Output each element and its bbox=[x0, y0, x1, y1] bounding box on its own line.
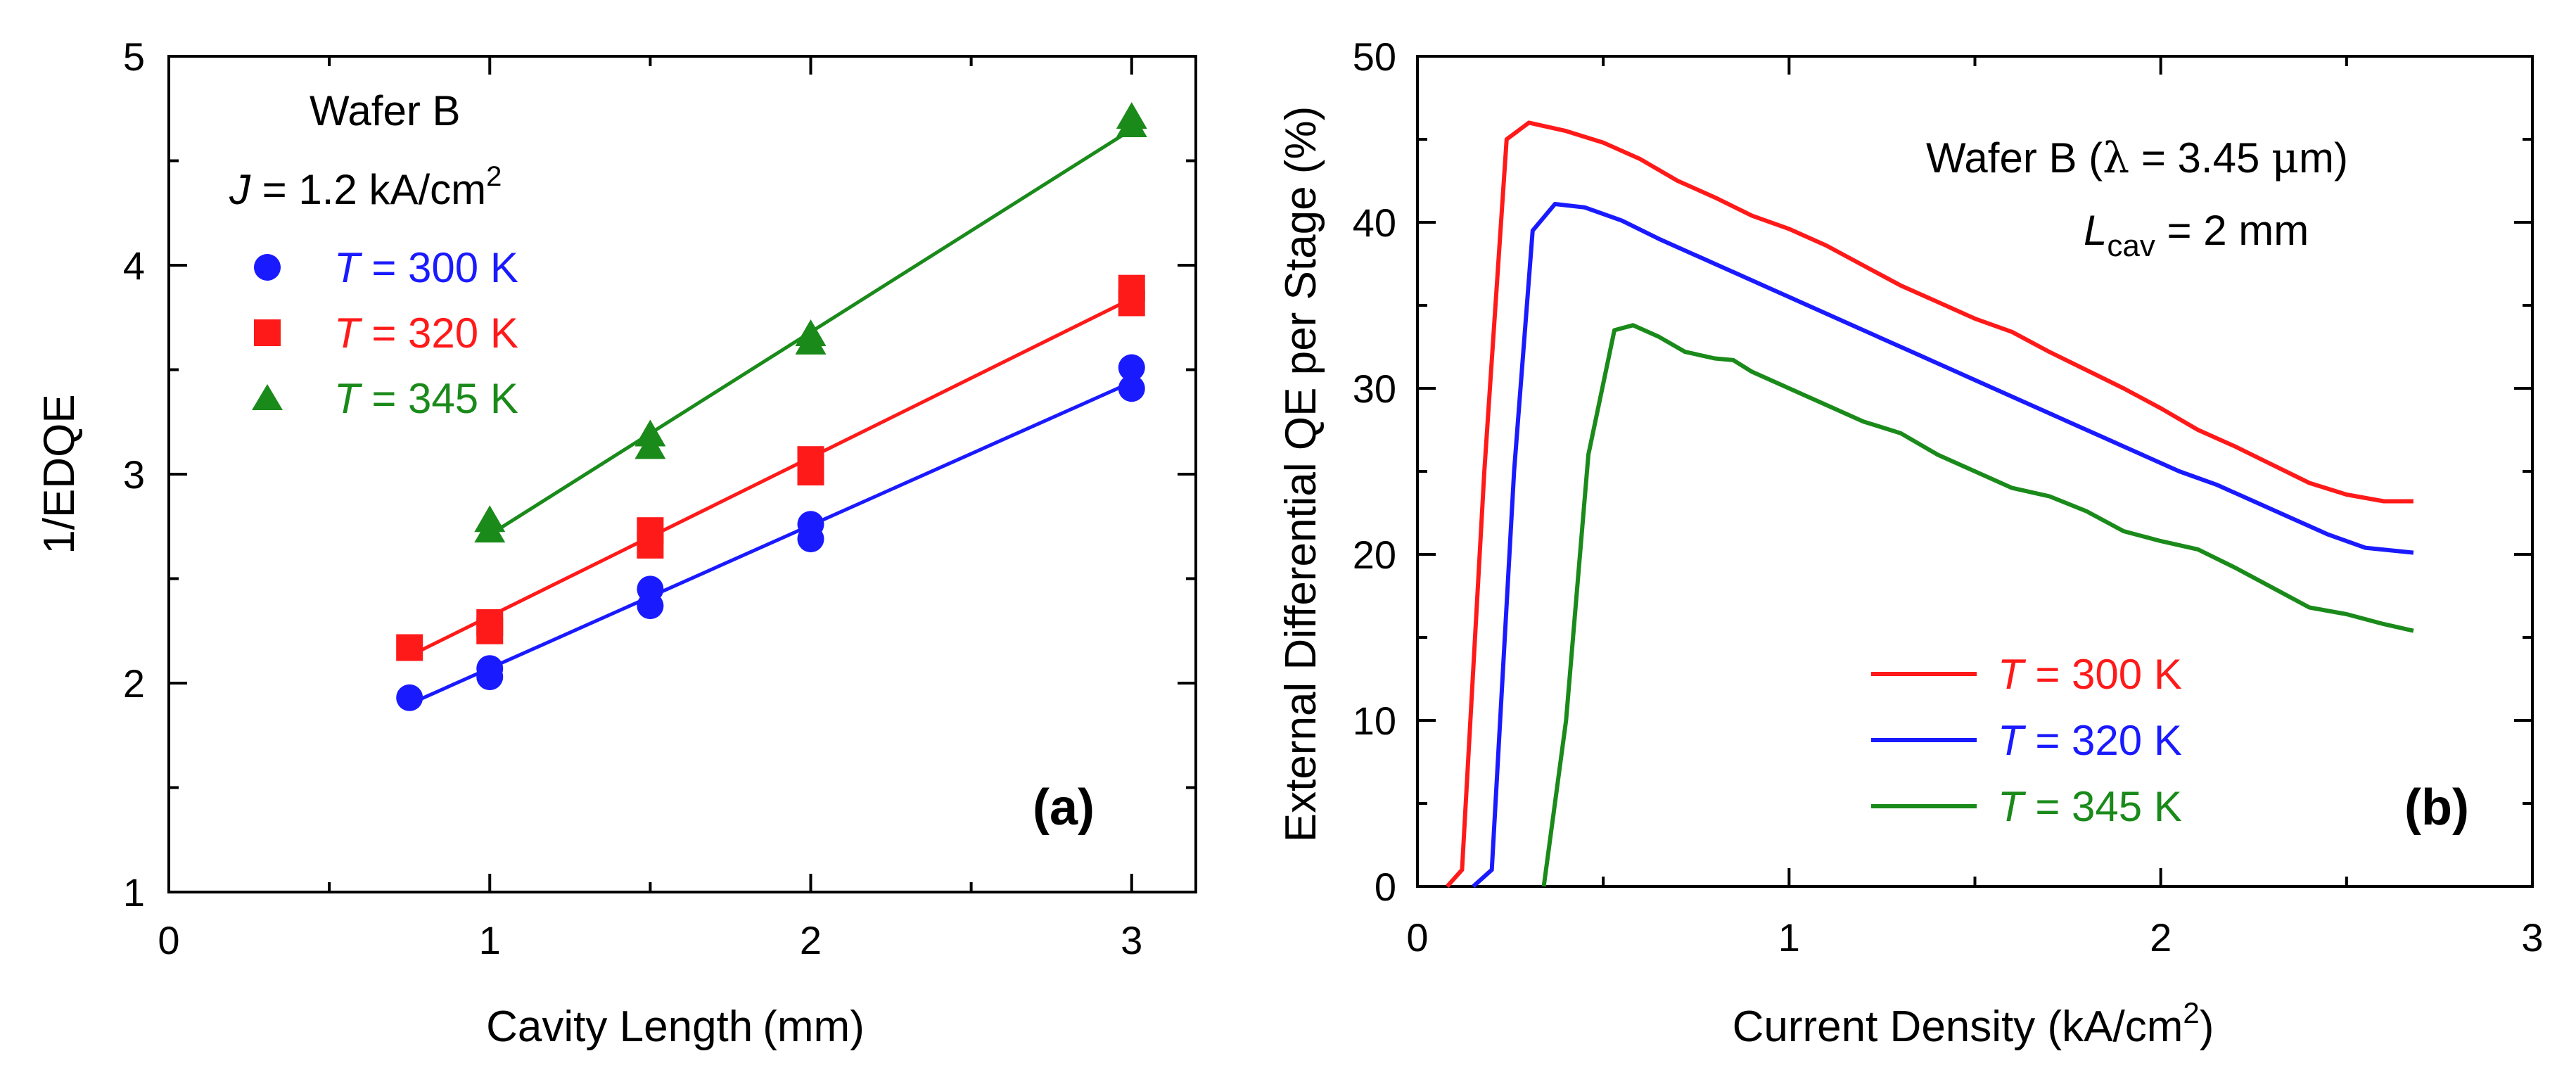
data-point-345k bbox=[1116, 102, 1147, 129]
legend-label-320k: T = 320 K bbox=[1998, 717, 2182, 764]
panel-b-y-tick-label: 0 bbox=[1375, 865, 1396, 909]
data-point-300k bbox=[797, 511, 824, 538]
panel-b-x-tick-label: 2 bbox=[2150, 915, 2172, 960]
panel-b-y-tick-label: 50 bbox=[1353, 34, 1396, 79]
data-point-320k bbox=[797, 446, 824, 473]
panel-a-current-density-label: J = 1.2 kA/cm2 bbox=[229, 161, 502, 213]
data-point-320k bbox=[396, 634, 423, 661]
data-point-320k bbox=[637, 517, 664, 545]
data-point-320k bbox=[476, 609, 504, 636]
panel-b-y-tick-label: 30 bbox=[1353, 367, 1396, 411]
data-point-300k bbox=[1118, 354, 1145, 381]
panel-a-y-tick-label: 5 bbox=[123, 34, 145, 79]
panel-b-series-lines bbox=[1446, 120, 2414, 889]
panel-b-x-tick-label: 3 bbox=[2521, 915, 2543, 960]
data-point-345k bbox=[635, 419, 666, 447]
panel-a-y-tick-label: 2 bbox=[123, 661, 145, 706]
panel-a-x-tick-label: 0 bbox=[158, 918, 179, 962]
panel-a-x-tick-label: 3 bbox=[1121, 918, 1142, 962]
panel-a-x-axis-title: Cavity Length (mm) bbox=[486, 1003, 865, 1051]
panel-b-x-tick-label: 1 bbox=[1778, 915, 1800, 960]
panel-b-wafer-wavelength-label: Wafer B (λ = 3.45 μm) bbox=[1926, 134, 2348, 183]
legend-label-320k: T = 320 K bbox=[334, 310, 518, 357]
data-point-300k bbox=[637, 575, 664, 603]
panel-a-data-points bbox=[396, 102, 1147, 711]
panel-a-tag: (a) bbox=[1033, 779, 1095, 836]
panel-a-wafer-label: Wafer B bbox=[310, 87, 460, 134]
legend-marker-320k bbox=[254, 319, 281, 346]
panel-a-y-axis-title: 1/EDQE bbox=[35, 394, 84, 554]
panel-a-legend: T = 300 K T = 320 K T = 345 K bbox=[252, 244, 518, 422]
legend-label-345k: T = 345 K bbox=[334, 375, 518, 422]
panel-b-x-tick-label: 0 bbox=[1406, 915, 1428, 960]
legend-marker-300k bbox=[254, 254, 281, 281]
panel-a-y-tick-label: 4 bbox=[123, 243, 145, 288]
data-point-345k bbox=[795, 319, 827, 346]
legend-marker-345k bbox=[252, 384, 283, 410]
data-point-345k bbox=[474, 505, 506, 533]
fit-line-320k bbox=[409, 297, 1133, 658]
panel-a-y-tick-label: 1 bbox=[123, 870, 145, 915]
series-line-320k bbox=[1472, 202, 2414, 889]
panel-b-y-tick-label: 10 bbox=[1353, 699, 1396, 743]
fit-line-300k bbox=[409, 381, 1133, 706]
series-line-345k bbox=[1541, 323, 2414, 887]
data-point-300k bbox=[476, 655, 504, 682]
panel-b-tag: (b) bbox=[2404, 779, 2469, 836]
legend-label-345k: T = 345 K bbox=[1998, 783, 2182, 830]
panel-b-cavity-length-label: Lcav = 2 mm bbox=[2084, 207, 2309, 263]
panel-b-y-axis-title: External Differential QE per Stage (%) bbox=[1277, 106, 1325, 842]
panel-b-y-tick-label: 40 bbox=[1353, 201, 1396, 245]
panel-a-x-tick-label: 1 bbox=[479, 918, 501, 962]
data-point-300k bbox=[396, 684, 423, 711]
data-point-300k bbox=[1118, 375, 1145, 402]
series-line-300k bbox=[1446, 120, 2414, 888]
data-point-320k bbox=[1118, 274, 1145, 302]
panel-b-y-tick-label: 20 bbox=[1353, 533, 1396, 577]
panel-a-y-tick-label: 3 bbox=[123, 452, 145, 497]
legend-label-300k: T = 300 K bbox=[334, 244, 518, 291]
legend-label-300k: T = 300 K bbox=[1998, 651, 2182, 698]
panel-b-legend: T = 300 K T = 320 K T = 345 K bbox=[1871, 651, 2182, 830]
panel-a-x-tick-label: 2 bbox=[800, 918, 822, 962]
panel-b-x-axis-title: Current Density (kA/cm2) bbox=[1733, 996, 2214, 1051]
